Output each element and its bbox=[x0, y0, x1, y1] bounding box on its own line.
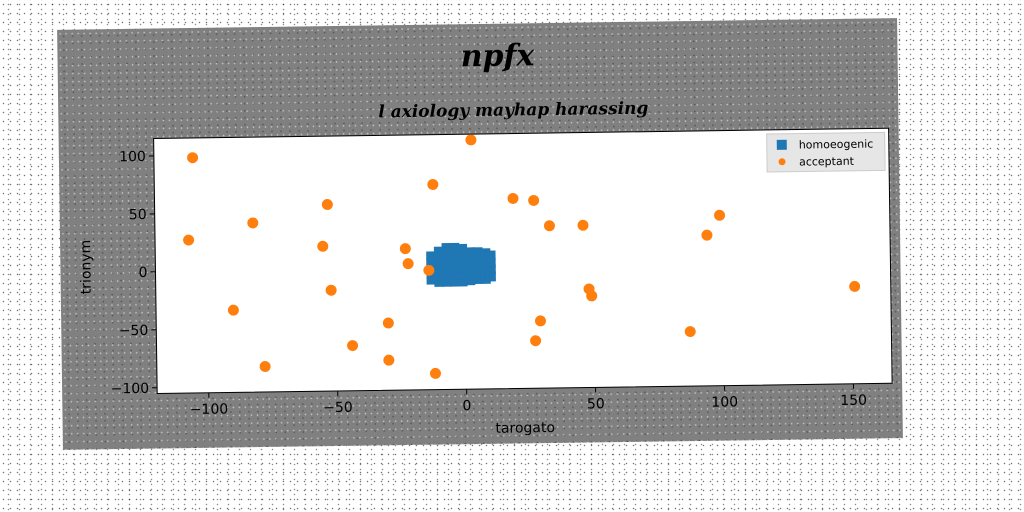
homoeogenic-point bbox=[441, 242, 452, 254]
homoeogenic-point bbox=[457, 243, 468, 255]
acceptant-point bbox=[507, 192, 519, 204]
acceptant-point bbox=[684, 326, 696, 338]
acceptant-point bbox=[347, 340, 359, 352]
acceptant-point bbox=[586, 290, 598, 302]
acceptant-point bbox=[183, 234, 195, 246]
acceptant-point bbox=[701, 229, 713, 241]
acceptant-point bbox=[399, 243, 411, 255]
legend-label-homoeogenic: homoeogenic bbox=[799, 138, 874, 152]
acceptant-point bbox=[383, 354, 395, 366]
scatter-chart: npfx l axiology mayhap harassing −100 −50… bbox=[78, 38, 893, 437]
homoeogenic-point bbox=[464, 247, 475, 258]
acceptant-point bbox=[543, 220, 555, 232]
acceptant-point bbox=[849, 280, 861, 292]
legend: homoeogenic acceptant bbox=[766, 131, 886, 173]
y-tick-label: 50 bbox=[129, 207, 147, 223]
legend-box bbox=[766, 131, 886, 173]
acceptant-point bbox=[530, 335, 542, 347]
acceptant-point bbox=[427, 178, 439, 190]
acceptant-point bbox=[577, 219, 589, 231]
series-homoeogenic bbox=[426, 242, 496, 287]
y-axis: −100 −50 0 50 100 bbox=[111, 149, 158, 398]
homoeogenic-point bbox=[472, 247, 483, 258]
acceptant-point bbox=[317, 240, 329, 252]
homoeogenic-point bbox=[485, 250, 496, 261]
acceptant-point bbox=[259, 361, 271, 373]
acceptant-point bbox=[247, 217, 259, 229]
x-axis: −100 −50 0 50 100 150 bbox=[190, 383, 867, 419]
acceptant-point bbox=[325, 284, 337, 296]
axes-title: l axiology mayhap harassing bbox=[378, 99, 648, 123]
x-tick-label: 100 bbox=[711, 394, 738, 410]
y-tick-label: −50 bbox=[119, 323, 149, 339]
x-tick-label: −100 bbox=[190, 402, 229, 419]
x-tick-label: 150 bbox=[840, 393, 867, 409]
x-tick-label: −50 bbox=[323, 400, 353, 416]
acceptant-point bbox=[465, 134, 477, 146]
acceptant-point bbox=[382, 317, 394, 329]
legend-marker-acceptant bbox=[778, 158, 786, 166]
y-tick-label: 0 bbox=[138, 265, 147, 281]
acceptant-point bbox=[187, 152, 199, 164]
plot-area bbox=[153, 127, 893, 395]
acceptant-point bbox=[429, 367, 441, 379]
series-acceptant bbox=[183, 134, 861, 379]
homoeogenic-point bbox=[449, 242, 460, 254]
legend-marker-homoeogenic bbox=[776, 139, 787, 150]
figure: npfx l axiology mayhap harassing −100 −50… bbox=[57, 18, 903, 450]
y-tick-label: 100 bbox=[119, 149, 146, 165]
x-tick-label: 50 bbox=[587, 396, 605, 412]
acceptant-point bbox=[227, 304, 239, 316]
homoeogenic-point bbox=[433, 246, 444, 257]
acceptant-point bbox=[321, 199, 333, 211]
homoeogenic-point bbox=[426, 251, 437, 262]
y-axis-label: trionym bbox=[78, 240, 95, 295]
acceptant-point bbox=[714, 209, 726, 221]
y-tick-label: −100 bbox=[111, 381, 150, 398]
x-axis-label: tarogato bbox=[495, 420, 555, 437]
acceptant-point bbox=[423, 264, 435, 276]
x-tick-label: 0 bbox=[462, 398, 471, 414]
acceptant-point bbox=[528, 194, 540, 206]
legend-label-acceptant: acceptant bbox=[799, 155, 855, 169]
acceptant-point bbox=[402, 258, 414, 270]
acceptant-point bbox=[534, 315, 546, 327]
figure-suptitle: npfx bbox=[460, 38, 535, 74]
